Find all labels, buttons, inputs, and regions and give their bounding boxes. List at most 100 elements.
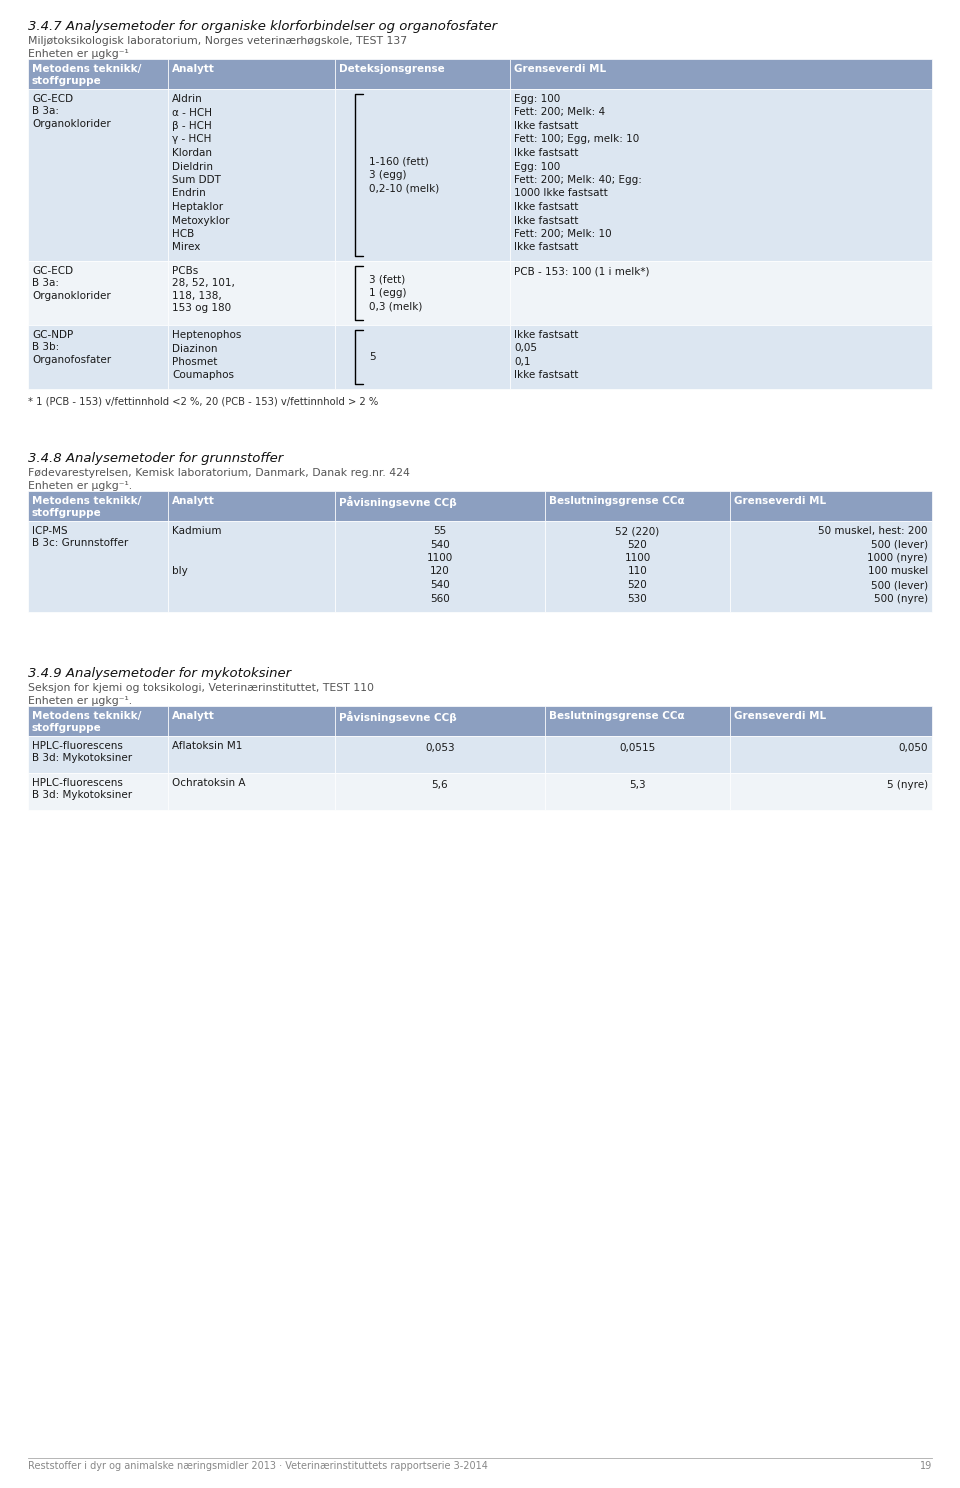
Text: Fett: 200; Melk: 40; Egg:: Fett: 200; Melk: 40; Egg: (514, 176, 642, 185)
Bar (730, 705, 932, 737)
Text: GC-ECD
B 3a:
Organoklorider: GC-ECD B 3a: Organoklorider (32, 94, 110, 129)
Text: Fett: 200; Melk: 10: Fett: 200; Melk: 10 (514, 229, 612, 240)
Bar (335, 89, 510, 260)
Text: 500 (nyre): 500 (nyre) (874, 594, 928, 604)
Text: HPLC-fluorescens
B 3d: Mykotoksiner: HPLC-fluorescens B 3d: Mykotoksiner (32, 741, 132, 763)
Text: Kadmium: Kadmium (172, 525, 222, 536)
Text: Deteksjonsgrense: Deteksjonsgrense (339, 64, 444, 74)
Text: 0,1: 0,1 (514, 357, 531, 368)
Bar (28, 491, 168, 521)
Text: Ikke fastsatt: Ikke fastsatt (514, 147, 578, 158)
Text: GC-NDP
B 3b:
Organofosfater: GC-NDP B 3b: Organofosfater (32, 330, 111, 365)
Text: Beslutningsgrense CCα: Beslutningsgrense CCα (549, 711, 684, 722)
Text: 0,050: 0,050 (899, 743, 928, 753)
Text: GC-ECD
B 3a:
Organoklorider: GC-ECD B 3a: Organoklorider (32, 266, 110, 301)
Bar (335, 737, 545, 772)
Text: Ochratoksin A: Ochratoksin A (172, 778, 246, 789)
Text: Grenseverdi ML: Grenseverdi ML (514, 64, 606, 74)
Bar (510, 60, 932, 89)
Text: Aflatoksin M1: Aflatoksin M1 (172, 741, 242, 751)
Text: 530: 530 (628, 594, 647, 604)
Text: 500 (lever): 500 (lever) (871, 540, 928, 549)
Text: 50 muskel, hest: 200: 50 muskel, hest: 200 (819, 525, 928, 536)
Bar (730, 737, 932, 772)
Bar (168, 491, 335, 521)
Text: Metoxyklor: Metoxyklor (172, 216, 229, 226)
Text: Enheten er μgkg⁻¹.: Enheten er μgkg⁻¹. (28, 481, 132, 491)
Bar (335, 260, 510, 324)
Text: 100 muskel: 100 muskel (868, 567, 928, 576)
Bar (28, 705, 168, 737)
Text: Ikke fastsatt: Ikke fastsatt (514, 371, 578, 381)
Text: 19: 19 (920, 1461, 932, 1472)
Bar (168, 737, 335, 772)
Text: 0,3 (melk): 0,3 (melk) (369, 302, 422, 311)
Text: Miljøtoksikologisk laboratorium, Norges veterinærhøgskole, TEST 137: Miljøtoksikologisk laboratorium, Norges … (28, 36, 407, 46)
Bar (545, 705, 730, 737)
Text: Påvisningsevne CCβ: Påvisningsevne CCβ (339, 711, 457, 723)
Text: 55: 55 (433, 525, 446, 536)
Text: Ikke fastsatt: Ikke fastsatt (514, 202, 578, 211)
Text: β - HCH: β - HCH (172, 121, 212, 131)
Bar (28, 260, 168, 324)
Bar (28, 772, 168, 809)
Text: Egg: 100: Egg: 100 (514, 94, 561, 104)
Text: Analytt: Analytt (172, 496, 215, 506)
Text: 110: 110 (628, 567, 647, 576)
Text: Ikke fastsatt: Ikke fastsatt (514, 121, 578, 131)
Bar (28, 89, 168, 260)
Text: PCBs
28, 52, 101,
118, 138,
153 og 180: PCBs 28, 52, 101, 118, 138, 153 og 180 (172, 266, 235, 312)
Bar (28, 521, 168, 612)
Text: HPLC-fluorescens
B 3d: Mykotoksiner: HPLC-fluorescens B 3d: Mykotoksiner (32, 778, 132, 801)
Text: 1100: 1100 (427, 554, 453, 562)
Bar (510, 260, 932, 324)
Text: Aldrin: Aldrin (172, 94, 203, 104)
Text: Egg: 100: Egg: 100 (514, 162, 561, 171)
Text: Mirex: Mirex (172, 243, 201, 253)
Text: 1000 Ikke fastsatt: 1000 Ikke fastsatt (514, 189, 608, 198)
Text: α - HCH: α - HCH (172, 107, 212, 118)
Text: Heptenophos: Heptenophos (172, 330, 241, 339)
Bar (730, 491, 932, 521)
Text: γ - HCH: γ - HCH (172, 134, 211, 144)
Text: * 1 (PCB - 153) v/fettinnhold <2 %, 20 (PCB - 153) v/fettinnhold > 2 %: * 1 (PCB - 153) v/fettinnhold <2 %, 20 (… (28, 397, 378, 408)
Bar (335, 705, 545, 737)
Bar (545, 521, 730, 612)
Bar (335, 772, 545, 809)
Text: Dieldrin: Dieldrin (172, 162, 213, 171)
Text: Metodens teknikk/
stoffgruppe: Metodens teknikk/ stoffgruppe (32, 64, 141, 86)
Text: 500 (lever): 500 (lever) (871, 580, 928, 591)
Text: 5: 5 (369, 353, 375, 362)
Text: Ikke fastsatt: Ikke fastsatt (514, 330, 578, 339)
Text: Phosmet: Phosmet (172, 357, 217, 368)
Bar (168, 60, 335, 89)
Bar (335, 521, 545, 612)
Text: Fett: 200; Melk: 4: Fett: 200; Melk: 4 (514, 107, 605, 118)
Text: Analytt: Analytt (172, 711, 215, 722)
Text: Seksjon for kjemi og toksikologi, Veterinærinstituttet, TEST 110: Seksjon for kjemi og toksikologi, Veteri… (28, 683, 374, 693)
Text: 5 (nyre): 5 (nyre) (887, 780, 928, 790)
Text: 0,053: 0,053 (425, 743, 455, 753)
Bar (168, 772, 335, 809)
Text: 1100: 1100 (624, 554, 651, 562)
Text: 540: 540 (430, 580, 450, 591)
Text: Sum DDT: Sum DDT (172, 176, 221, 185)
Bar (730, 521, 932, 612)
Text: Fett: 100; Egg, melk: 10: Fett: 100; Egg, melk: 10 (514, 134, 639, 144)
Text: 560: 560 (430, 594, 450, 604)
Text: 52 (220): 52 (220) (615, 525, 660, 536)
Text: 0,05: 0,05 (514, 344, 537, 354)
Text: Fødevarestyrelsen, Kemisk laboratorium, Danmark, Danak reg.nr. 424: Fødevarestyrelsen, Kemisk laboratorium, … (28, 469, 410, 478)
Text: Beslutningsgrense CCα: Beslutningsgrense CCα (549, 496, 684, 506)
Text: 1-160 (fett): 1-160 (fett) (369, 156, 429, 167)
Bar (168, 260, 335, 324)
Text: Reststoffer i dyr og animalske næringsmidler 2013 · Veterinærinstituttets rappor: Reststoffer i dyr og animalske næringsmi… (28, 1461, 488, 1472)
Text: HCB: HCB (172, 229, 194, 240)
Text: Ikke fastsatt: Ikke fastsatt (514, 216, 578, 226)
Bar (545, 737, 730, 772)
Text: Enheten er μgkg⁻¹: Enheten er μgkg⁻¹ (28, 49, 129, 60)
Text: 520: 520 (628, 540, 647, 549)
Text: 3.4.7 Analysemetoder for organiske klorforbindelser og organofosfater: 3.4.7 Analysemetoder for organiske klorf… (28, 19, 497, 33)
Bar (510, 89, 932, 260)
Bar (168, 705, 335, 737)
